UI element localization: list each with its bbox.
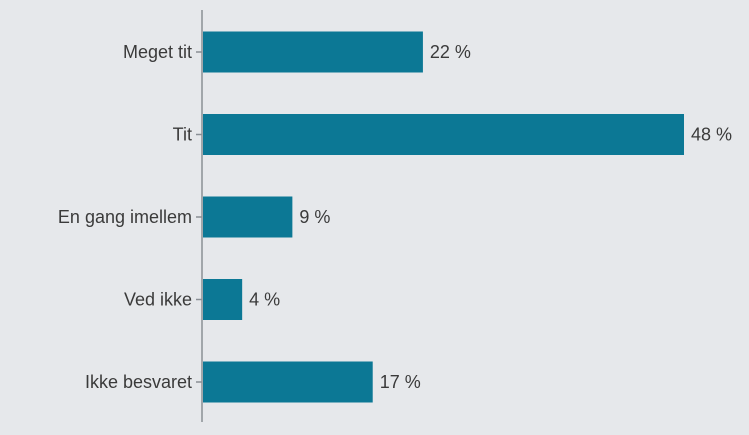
value-label: 48 % xyxy=(691,125,732,145)
category-label: Ved ikke xyxy=(124,290,192,310)
value-label: 22 % xyxy=(430,42,471,62)
value-label: 17 % xyxy=(380,372,421,392)
bar xyxy=(203,196,293,238)
value-label: 9 % xyxy=(299,207,330,227)
bar xyxy=(203,31,423,73)
category-label: Ikke besvaret xyxy=(85,372,192,392)
category-label: Tit xyxy=(173,125,192,145)
bar xyxy=(203,114,684,155)
category-label: En gang imellem xyxy=(58,207,192,227)
category-label: Meget tit xyxy=(123,42,192,62)
bar xyxy=(203,279,243,320)
value-label: 4 % xyxy=(249,290,280,310)
bar xyxy=(203,361,373,403)
